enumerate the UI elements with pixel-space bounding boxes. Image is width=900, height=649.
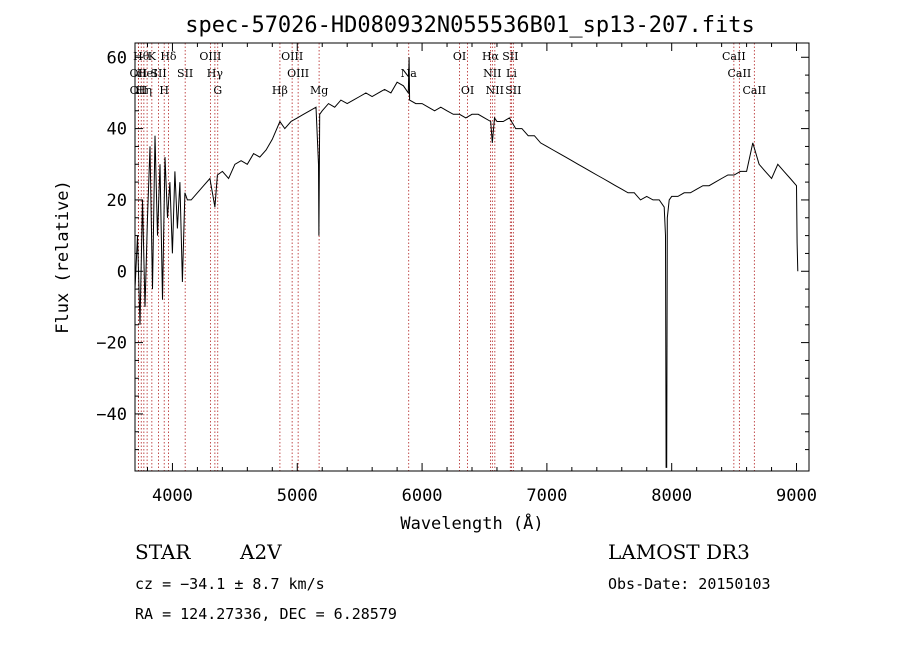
- redshift-cz: cz = −34.1 ± 8.7 km/s: [135, 575, 325, 593]
- y-tick-label: −40: [96, 405, 127, 425]
- x-tick-label: 6000: [402, 486, 443, 506]
- y-axis-label: Flux (relative): [53, 180, 73, 334]
- line-label-2: Hθ: [133, 50, 150, 63]
- line-label-20: Hα: [482, 50, 500, 63]
- line-label-0: OII: [130, 67, 148, 80]
- line-label-16: Mg: [310, 84, 328, 97]
- x-tick-label: 7000: [526, 486, 567, 506]
- x-tick-label: 5000: [277, 486, 318, 506]
- x-tick-label: 8000: [651, 486, 692, 506]
- line-markers: [137, 43, 755, 471]
- object-class: STAR: [135, 540, 191, 564]
- x-axis: 4000 5000 6000 7000 8000 9000: [146, 43, 817, 506]
- plot-frame: [134, 42, 810, 472]
- line-label-26: CaII: [722, 50, 746, 63]
- x-tick-label: 9000: [776, 486, 817, 506]
- line-label-15: OIII: [287, 67, 309, 80]
- y-tick-label: 20: [107, 191, 127, 211]
- y-axis: −40 −20 0 20 40 60: [96, 48, 809, 451]
- x-axis-label: Wavelength (Å): [400, 512, 543, 534]
- y-tick-label: 60: [107, 48, 127, 68]
- line-label-1: OII: [130, 84, 148, 97]
- line-label-13: Hβ: [272, 84, 288, 97]
- line-label-5: K: [148, 50, 157, 63]
- y-tick-label: −20: [96, 334, 127, 354]
- line-label-10: OIII: [199, 50, 221, 63]
- line-label-3: Hη: [136, 84, 152, 97]
- line-label-11: Hγ: [207, 67, 224, 80]
- line-label-9: SII: [177, 67, 193, 80]
- line-label-18: OI: [453, 50, 466, 63]
- line-label-19: OI: [461, 84, 474, 97]
- observation-date: Obs-Date: 20150103: [608, 575, 771, 593]
- y-tick-label: 0: [117, 262, 127, 282]
- line-label-23: SII: [502, 50, 518, 63]
- line-label-25: SII: [505, 84, 521, 97]
- line-label-12: G: [213, 84, 222, 97]
- y-tick-label: 40: [107, 120, 127, 140]
- spectrum-series-line: [134, 57, 799, 468]
- line-label-7: H: [159, 84, 169, 97]
- line-label-28: CaII: [742, 84, 766, 97]
- line-label-24: Li: [506, 67, 517, 80]
- ra-dec: RA = 124.27336, DEC = 6.28579: [135, 605, 397, 623]
- x-tick-label: 4000: [152, 486, 193, 506]
- object-subclass: A2V: [239, 540, 282, 564]
- line-label-8: Hδ: [160, 50, 177, 63]
- chart-title: spec-57026-HD080932N055536B01_sp13-207.f…: [185, 13, 755, 38]
- line-label-21: NII: [483, 67, 501, 80]
- line-label-6: SII: [150, 67, 166, 80]
- survey-name: LAMOST DR3: [608, 540, 750, 564]
- line-label-22: NII: [486, 84, 504, 97]
- line-label-14: OIII: [281, 50, 303, 63]
- line-label-27: CaII: [728, 67, 752, 80]
- line-label-4: HeI: [137, 67, 157, 80]
